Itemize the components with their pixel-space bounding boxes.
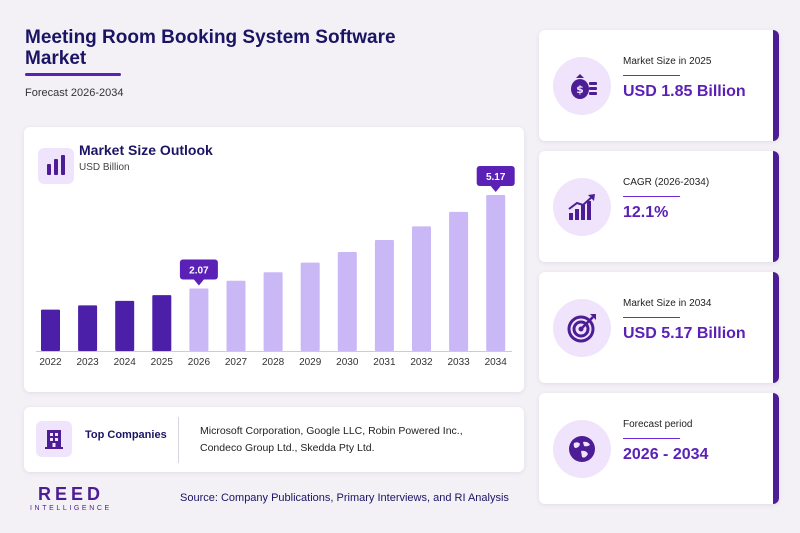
- kpi-divider: [623, 438, 680, 439]
- x-tick-label: 2028: [262, 357, 285, 368]
- kpi-card-market-2034: Market Size in 2034 USD 5.17 Billion: [539, 272, 779, 383]
- data-label-2026: 2.07: [179, 259, 218, 286]
- logo-wordmark: REED: [38, 484, 105, 504]
- bar-2026: [189, 288, 209, 351]
- x-tick-label: 2034: [485, 357, 508, 368]
- svg-text:$: $: [576, 83, 584, 96]
- source-note: Source: Company Publications, Primary In…: [180, 492, 509, 504]
- bar-2023: [78, 305, 98, 351]
- chart-card: Market Size Outlook USD Billion 2022 2023…: [24, 127, 524, 392]
- bar-chart-icon: [38, 148, 74, 184]
- x-tick-label: 2023: [76, 357, 99, 368]
- kpi-label: Forecast period: [623, 419, 693, 430]
- x-tick-label: 2027: [225, 357, 248, 368]
- x-tick-label: 2033: [447, 357, 470, 368]
- kpi-card-cagr: CAGR (2026-2034) 12.1%: [539, 151, 779, 262]
- bar-2028: [263, 272, 283, 351]
- kpi-value: USD 5.17 Billion: [623, 325, 746, 342]
- x-tick-label: 2029: [299, 357, 322, 368]
- globe-icon: [553, 420, 611, 478]
- kpi-divider: [623, 75, 680, 76]
- bar-2030: [337, 252, 357, 351]
- money-bag-icon: $: [553, 57, 611, 115]
- top-companies-card: Top Companies Microsoft Corporation, Goo…: [24, 407, 524, 472]
- bar-2032: [412, 226, 431, 351]
- bar-2022: [41, 309, 60, 351]
- page-subtitle: Forecast 2026-2034: [25, 87, 124, 99]
- growth-chart-icon: [553, 178, 611, 236]
- building-icon: [36, 421, 72, 457]
- svg-text:2.07: 2.07: [189, 266, 209, 277]
- svg-text:5.17: 5.17: [486, 172, 506, 183]
- kpi-label: Market Size in 2025: [623, 56, 712, 67]
- bar-2024: [115, 300, 135, 351]
- x-tick-label: 2026: [188, 357, 211, 368]
- kpi-divider: [623, 196, 680, 197]
- logo-tagline: INTELLIGENCE: [30, 505, 112, 512]
- data-label-2034: 5.17: [476, 166, 515, 192]
- title-underline: [25, 73, 121, 76]
- bar-chart: 2022 2023 2024 2025 2026 2027 2028 2029 2030 2031…: [36, 166, 515, 368]
- x-tick-label: 2025: [151, 357, 174, 368]
- page-title: Meeting Room Booking System Software Mar…: [25, 27, 396, 69]
- chart-title: Market Size Outlook: [79, 142, 213, 158]
- kpi-card-market-2025: $ Market Size in 2025 USD 1.85 Billion: [539, 30, 779, 141]
- kpi-value: 12.1%: [623, 204, 669, 221]
- bar-2031: [374, 239, 394, 351]
- top-companies-list: Microsoft Corporation, Google LLC, Robin…: [200, 425, 463, 454]
- bar-2025: [152, 295, 172, 351]
- target-icon: [553, 299, 611, 357]
- bar-2029: [300, 262, 320, 351]
- x-tick-label: 2022: [39, 357, 62, 368]
- chart-unit: USD Billion: [79, 162, 130, 173]
- bar-2033: [449, 211, 469, 351]
- x-tick-label: 2031: [373, 357, 396, 368]
- x-tick-label: 2030: [336, 357, 359, 368]
- bar-2027: [226, 280, 246, 351]
- bar-2034: [486, 195, 506, 351]
- divider: [178, 417, 179, 463]
- kpi-label: Market Size in 2034: [623, 298, 712, 309]
- kpi-label: CAGR (2026-2034): [623, 177, 710, 188]
- kpi-divider: [623, 317, 680, 318]
- kpi-card-forecast-period: Forecast period 2026 - 2034: [539, 393, 779, 504]
- kpi-value: USD 1.85 Billion: [623, 83, 746, 100]
- x-tick-label: 2032: [410, 357, 433, 368]
- x-tick-label: 2024: [114, 357, 137, 368]
- kpi-value: 2026 - 2034: [623, 446, 709, 463]
- top-companies-label: Top Companies: [85, 429, 167, 441]
